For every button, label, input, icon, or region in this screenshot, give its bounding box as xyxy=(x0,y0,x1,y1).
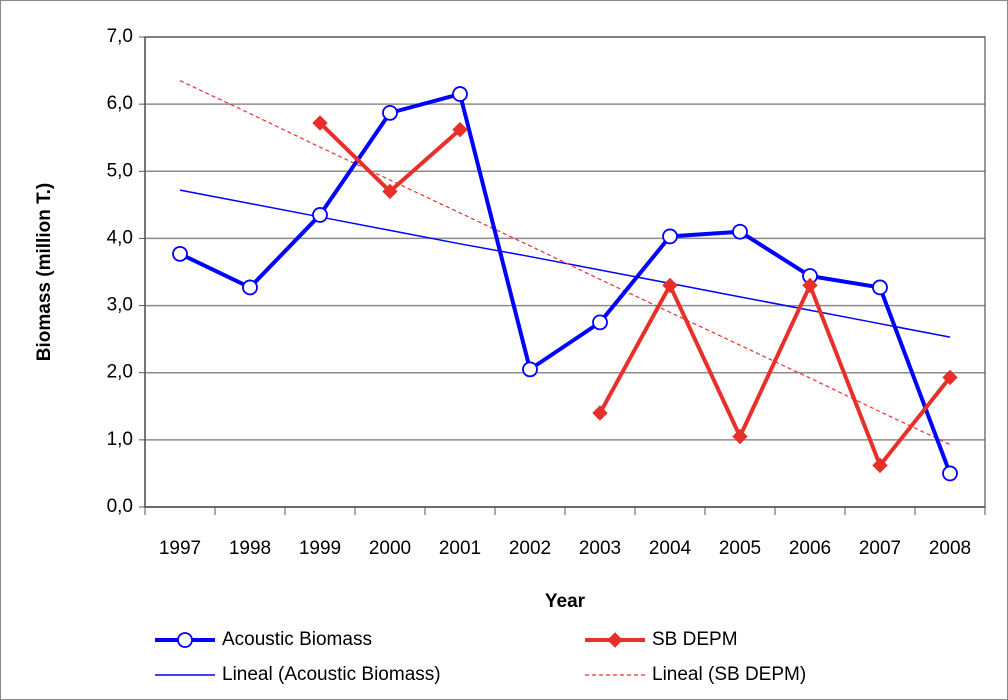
x-tick-label: 1999 xyxy=(299,538,341,559)
marker xyxy=(522,361,538,378)
marker xyxy=(592,314,608,331)
x-tick-label: 2006 xyxy=(789,538,831,559)
marker xyxy=(382,104,398,121)
x-tick-label: 2001 xyxy=(439,538,481,559)
y-tick-label: 3,0 xyxy=(107,295,133,316)
x-tick-label: 2003 xyxy=(579,538,621,559)
marker xyxy=(942,465,958,482)
x-tick-label: 2007 xyxy=(859,538,901,559)
marker xyxy=(452,86,468,102)
legend-label: Acoustic Biomass xyxy=(222,629,372,650)
legend-label: Lineal (SB DEPM) xyxy=(652,664,806,685)
x-tick-label: 2008 xyxy=(929,538,971,559)
y-tick-label: 6,0 xyxy=(107,93,133,114)
x-tick-label: 1997 xyxy=(159,538,201,559)
legend-marker xyxy=(607,632,623,648)
y-tick-label: 4,0 xyxy=(107,227,133,248)
y-tick-label: 2,0 xyxy=(107,362,133,383)
x-tick-label: 2005 xyxy=(719,538,761,559)
y-tick-label: 0,0 xyxy=(107,496,133,517)
marker xyxy=(242,279,258,296)
marker xyxy=(802,277,818,294)
marker xyxy=(942,369,958,386)
x-tick-label: 2002 xyxy=(509,538,551,559)
x-axis-title: Year xyxy=(545,591,586,612)
marker xyxy=(662,277,678,294)
marker xyxy=(872,279,888,296)
x-tick-label: 2004 xyxy=(649,538,692,559)
legend-label: SB DEPM xyxy=(652,629,738,650)
marker xyxy=(312,115,328,131)
marker xyxy=(732,223,748,240)
marker xyxy=(662,228,678,245)
trend-line xyxy=(179,80,951,446)
marker xyxy=(172,245,188,262)
y-tick-label: 5,0 xyxy=(107,160,133,181)
series-line xyxy=(179,92,952,475)
marker xyxy=(312,207,328,223)
y-axis-title: Biomass (million T.) xyxy=(34,183,55,361)
y-tick-label: 1,0 xyxy=(107,429,133,450)
marker xyxy=(382,183,398,200)
y-tick-label: 7,0 xyxy=(107,26,133,47)
legend-label: Lineal (Acoustic Biomass) xyxy=(222,664,441,685)
marker xyxy=(452,121,468,138)
x-tick-label: 2000 xyxy=(369,538,411,559)
marker xyxy=(592,405,608,421)
x-tick-label: 1998 xyxy=(229,538,271,559)
marker xyxy=(732,428,748,445)
marker xyxy=(872,457,888,474)
legend-marker xyxy=(177,632,193,648)
